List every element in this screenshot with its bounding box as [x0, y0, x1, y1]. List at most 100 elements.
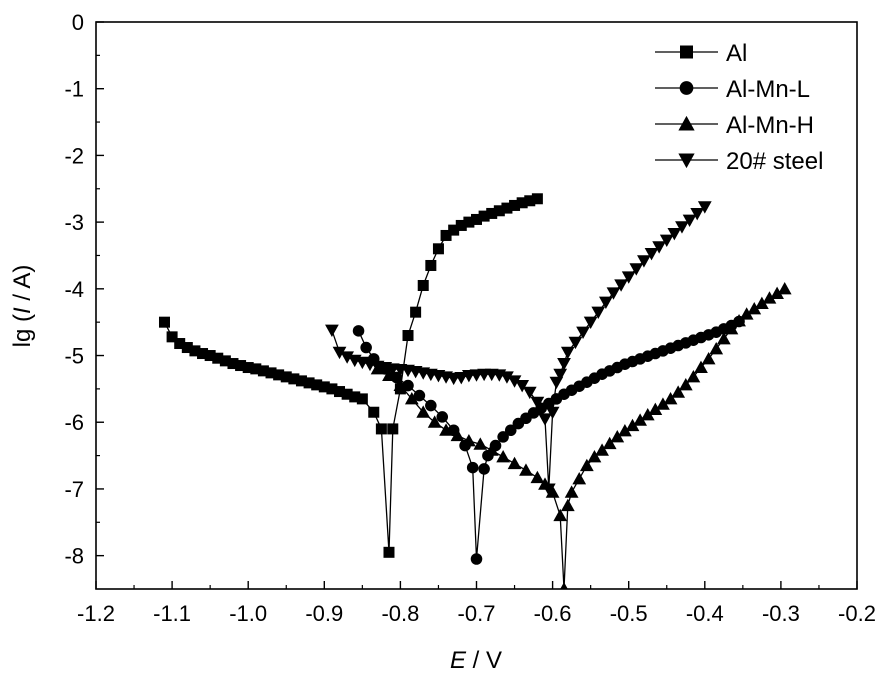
- y-tick-label: -4: [64, 277, 84, 302]
- data-point-al: [189, 345, 201, 357]
- data-point-al-mn-l: [425, 399, 437, 412]
- data-point-20-steel: [652, 241, 667, 254]
- data-point-al: [493, 205, 505, 217]
- x-axis-unit: / V: [466, 647, 502, 674]
- y-axis-ticks: 0 -1 -2 -3 -4 -5 -6 -7 -8: [64, 10, 104, 569]
- data-point-al: [349, 391, 361, 403]
- data-point-al-mn-h: [716, 331, 731, 345]
- y-tick-label: -5: [64, 344, 84, 369]
- data-point-20-steel: [598, 296, 613, 310]
- data-point-al-mn-h: [709, 341, 724, 355]
- data-point-al-mn-h: [755, 296, 769, 309]
- data-point-al-mn-h: [507, 456, 522, 470]
- x-tick-label: -0.3: [762, 601, 800, 626]
- data-point-20-steel: [507, 375, 522, 388]
- data-point-al-mn-h: [382, 368, 396, 382]
- data-point-al-mn-h: [724, 321, 739, 335]
- legend-item-al-mn-h: Al-Mn-H: [655, 112, 814, 139]
- data-point-al-mn-h: [770, 286, 784, 299]
- data-point-al-mn-h: [633, 413, 647, 426]
- data-point-al-mn-h: [747, 301, 762, 315]
- data-point-al: [341, 388, 353, 400]
- data-point-al: [387, 423, 399, 435]
- data-point-al: [288, 373, 300, 385]
- x-tick-label: -1.1: [153, 601, 191, 626]
- data-point-al: [486, 207, 498, 219]
- data-point-al-mn-h: [625, 418, 640, 432]
- data-point-al: [417, 279, 429, 291]
- y-tick-label: 0: [72, 10, 84, 35]
- data-point-al-mn-h: [393, 378, 408, 392]
- data-point-al: [509, 199, 521, 211]
- data-point-20-steel: [697, 201, 712, 214]
- data-point-al: [471, 213, 482, 225]
- data-point-al-mn-h: [656, 397, 670, 410]
- data-point-al: [257, 365, 269, 377]
- data-point-al: [410, 306, 422, 318]
- legend-marker-20-steel: [678, 153, 695, 169]
- series-al-mn-l: [352, 315, 745, 565]
- data-point-al: [311, 379, 323, 391]
- data-point-al-mn-h: [671, 385, 686, 398]
- data-point-20-steel: [583, 316, 598, 330]
- data-point-al-mn-h: [439, 423, 453, 436]
- data-point-20-steel: [606, 287, 621, 300]
- data-point-al: [425, 259, 437, 271]
- y-tick-label: -3: [64, 210, 84, 235]
- data-point-al-mn-l: [470, 553, 483, 565]
- data-point-20-steel: [530, 396, 545, 410]
- data-point-al-mn-h: [595, 443, 609, 456]
- data-point-20-steel: [614, 279, 628, 292]
- data-point-al: [402, 330, 414, 342]
- series-group: [158, 193, 792, 589]
- data-point-al-mn-h: [777, 281, 792, 295]
- data-point-al: [219, 355, 231, 367]
- data-point-al-mn-h: [572, 472, 587, 485]
- x-tick-label: -1.0: [229, 601, 267, 626]
- legend-label: Al-Mn-L: [726, 76, 810, 103]
- x-axis-ticks: -1.2 -1.1 -1.0 -0.9 -0.8 -0.7 -0.6 -0.5 -0.4 -0.3…: [77, 581, 876, 626]
- data-point-20-steel: [541, 483, 556, 496]
- data-point-20-steel: [576, 326, 590, 340]
- data-point-al: [166, 331, 178, 343]
- data-point-al-mn-h: [587, 450, 602, 463]
- data-point-al-mn-l: [504, 424, 517, 437]
- data-point-20-steel: [591, 306, 606, 320]
- data-point-al-mn-h: [564, 485, 579, 498]
- legend-marker-al-mn-l: [679, 81, 694, 95]
- data-point-al: [455, 219, 467, 231]
- data-point-20-steel: [325, 324, 339, 338]
- data-point-al-mn-h: [686, 370, 701, 383]
- data-point-al-mn-l: [436, 411, 449, 423]
- x-tick-label: -0.7: [458, 601, 496, 626]
- data-point-al-mn-h: [404, 392, 419, 405]
- data-point-al: [158, 316, 170, 328]
- data-point-20-steel: [500, 371, 514, 384]
- y-tick-label: -8: [64, 544, 84, 569]
- x-axis-title: E / V: [450, 647, 502, 674]
- data-point-20-steel: [690, 207, 705, 221]
- plot-frame: [95, 21, 858, 590]
- data-point-20-steel: [545, 406, 560, 420]
- data-point-al: [295, 375, 307, 387]
- data-point-20-steel: [667, 227, 682, 241]
- data-point-20-steel: [659, 234, 674, 248]
- x-tick-label: -0.6: [534, 601, 572, 626]
- data-point-al: [242, 362, 254, 374]
- series-20-steel: [325, 201, 712, 496]
- legend-label: 20# steel: [726, 148, 823, 175]
- data-point-al: [448, 224, 460, 236]
- data-point-al-mn-l: [360, 341, 372, 354]
- x-axis-symbol: E: [450, 647, 467, 674]
- data-point-al: [273, 369, 285, 381]
- data-point-al-mn-h: [739, 307, 754, 320]
- data-point-20-steel: [629, 263, 644, 276]
- data-point-al-mn-l: [497, 431, 509, 443]
- y-axis-title: lg (I / A): [9, 265, 36, 348]
- data-point-al-mn-h: [648, 402, 663, 416]
- series-line-al-mn-l: [357, 320, 740, 560]
- data-point-20-steel: [553, 368, 568, 382]
- data-point-20-steel: [560, 346, 575, 360]
- data-point-al: [463, 216, 475, 228]
